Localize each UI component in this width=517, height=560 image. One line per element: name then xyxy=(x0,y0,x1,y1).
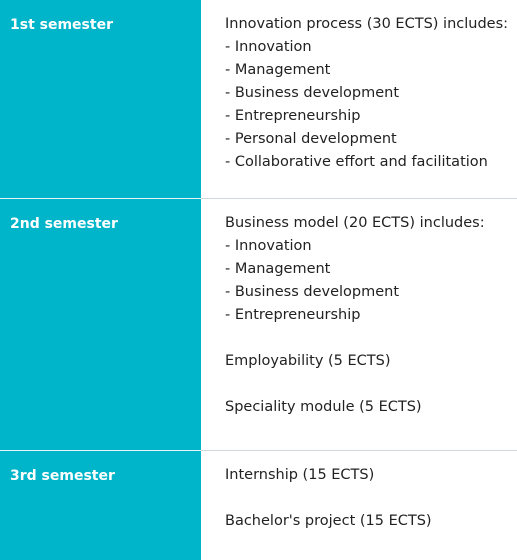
semester-1-topic: - Innovation xyxy=(225,39,312,55)
semester-1-topic: - Management xyxy=(225,62,331,78)
semester-1-topic: - Collaborative effort and facilitation xyxy=(225,154,488,170)
semester-2-label: 2nd semester xyxy=(0,198,201,451)
semester-3-label: 3rd semester xyxy=(0,450,201,560)
semester-row-2: 2nd semester Business model (20 ECTS) in… xyxy=(0,198,517,451)
semester-1-topic: - Entrepreneurship xyxy=(225,108,361,124)
semester-1-label: 1st semester xyxy=(0,0,201,199)
semester-row-3: 3rd semester Internship (15 ECTS) Bachel… xyxy=(0,450,517,560)
semester-1-content: Innovation process (30 ECTS) includes: -… xyxy=(201,0,517,199)
semester-3-module: Bachelor's project (15 ECTS) xyxy=(225,512,432,529)
semester-2-title: 2nd semester xyxy=(10,215,118,232)
semester-1-topic: - Business development xyxy=(225,85,400,101)
semester-2-content: Business model (20 ECTS) includes: - Inn… xyxy=(201,198,517,451)
semester-2-topic: - Management xyxy=(225,260,331,277)
spacer xyxy=(225,327,517,350)
semester-2-topic: - Entrepreneurship xyxy=(225,306,361,323)
semester-1-topic: - Personal development xyxy=(225,131,397,147)
spacer xyxy=(225,487,517,510)
semester-3-module: Internship (15 ECTS) xyxy=(225,466,375,483)
semester-3-title: 3rd semester xyxy=(10,467,115,484)
semester-row-1: 1st semester Innovation process (30 ECTS… xyxy=(0,0,517,199)
spacer xyxy=(225,373,517,396)
semester-1-course-heading: Innovation process (30 ECTS) includes: xyxy=(225,16,509,32)
semester-2-module: Speciality module (5 ECTS) xyxy=(225,398,422,415)
semester-2-topic: - Innovation xyxy=(225,237,312,254)
semester-2-module: Employability (5 ECTS) xyxy=(225,352,391,369)
semester-2-topic: - Business development xyxy=(225,283,400,300)
semester-3-content: Internship (15 ECTS) Bachelor's project … xyxy=(201,450,517,560)
semester-2-course-heading: Business model (20 ECTS) includes: xyxy=(225,214,485,231)
semester-1-title: 1st semester xyxy=(10,17,113,33)
